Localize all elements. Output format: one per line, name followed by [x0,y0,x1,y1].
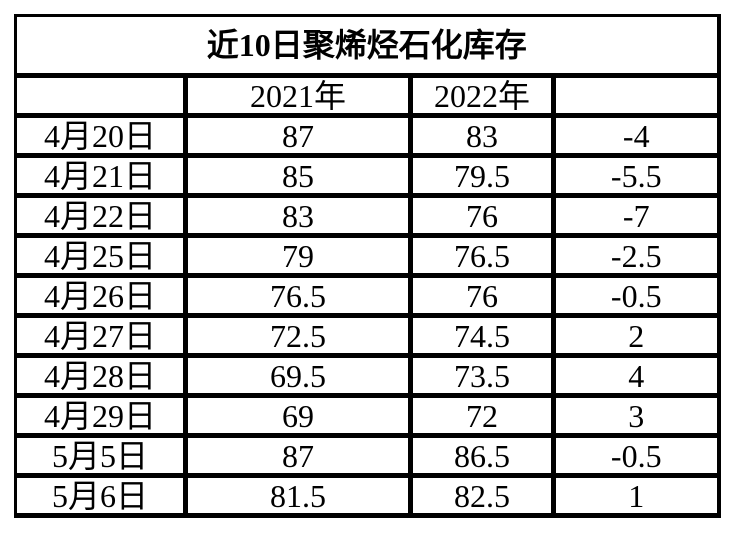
diff-cell: -4 [551,113,721,158]
header-2021: 2021年 [183,73,413,118]
table-row: 4月21日 85 79.5 -5.5 [14,153,721,198]
date-cell: 5月6日 [14,473,188,518]
diff-cell: 2 [551,313,721,358]
table-title: 近10日聚烯烃石化库存 [14,14,721,78]
value-2022-cell: 83 [408,113,556,158]
date-cell: 5月5日 [14,433,188,478]
date-cell: 4月21日 [14,153,188,198]
value-2022-cell: 76.5 [408,233,556,278]
table-row: 4月20日 87 83 -4 [14,113,721,158]
value-2022-cell: 76 [408,193,556,238]
diff-cell: -0.5 [551,433,721,478]
date-cell: 4月29日 [14,393,188,438]
header-date [14,73,188,118]
diff-cell: -0.5 [551,273,721,318]
value-2021-cell: 76.5 [183,273,413,318]
value-2022-cell: 82.5 [408,473,556,518]
value-2022-cell: 73.5 [408,353,556,398]
diff-cell: -7 [551,193,721,238]
title-row: 近10日聚烯烃石化库存 [14,14,721,78]
value-2022-cell: 76 [408,273,556,318]
date-cell: 4月22日 [14,193,188,238]
value-2021-cell: 72.5 [183,313,413,358]
value-2021-cell: 83 [183,193,413,238]
header-diff [551,73,721,118]
date-cell: 4月26日 [14,273,188,318]
value-2021-cell: 79 [183,233,413,278]
table-row: 5月6日 81.5 82.5 1 [14,473,721,518]
value-2022-cell: 79.5 [408,153,556,198]
date-cell: 4月25日 [14,233,188,278]
table-row: 4月26日 76.5 76 -0.5 [14,273,721,318]
value-2021-cell: 69.5 [183,353,413,398]
table-row: 4月27日 72.5 74.5 2 [14,313,721,358]
value-2021-cell: 87 [183,433,413,478]
table-row: 5月5日 87 86.5 -0.5 [14,433,721,478]
header-2022: 2022年 [408,73,556,118]
date-cell: 4月28日 [14,353,188,398]
value-2021-cell: 81.5 [183,473,413,518]
value-2021-cell: 69 [183,393,413,438]
table-row: 4月29日 69 72 3 [14,393,721,438]
header-row: 2021年 2022年 [14,73,721,118]
value-2022-cell: 74.5 [408,313,556,358]
inventory-table: 近10日聚烯烃石化库存 2021年 2022年 4月20日 87 83 -4 4… [14,14,721,518]
date-cell: 4月20日 [14,113,188,158]
table-row: 4月28日 69.5 73.5 4 [14,353,721,398]
value-2022-cell: 86.5 [408,433,556,478]
diff-cell: -5.5 [551,153,721,198]
table-row: 4月22日 83 76 -7 [14,193,721,238]
diff-cell: 1 [551,473,721,518]
diff-cell: -2.5 [551,233,721,278]
value-2021-cell: 85 [183,153,413,198]
value-2021-cell: 87 [183,113,413,158]
diff-cell: 3 [551,393,721,438]
table-row: 4月25日 79 76.5 -2.5 [14,233,721,278]
date-cell: 4月27日 [14,313,188,358]
diff-cell: 4 [551,353,721,398]
value-2022-cell: 72 [408,393,556,438]
